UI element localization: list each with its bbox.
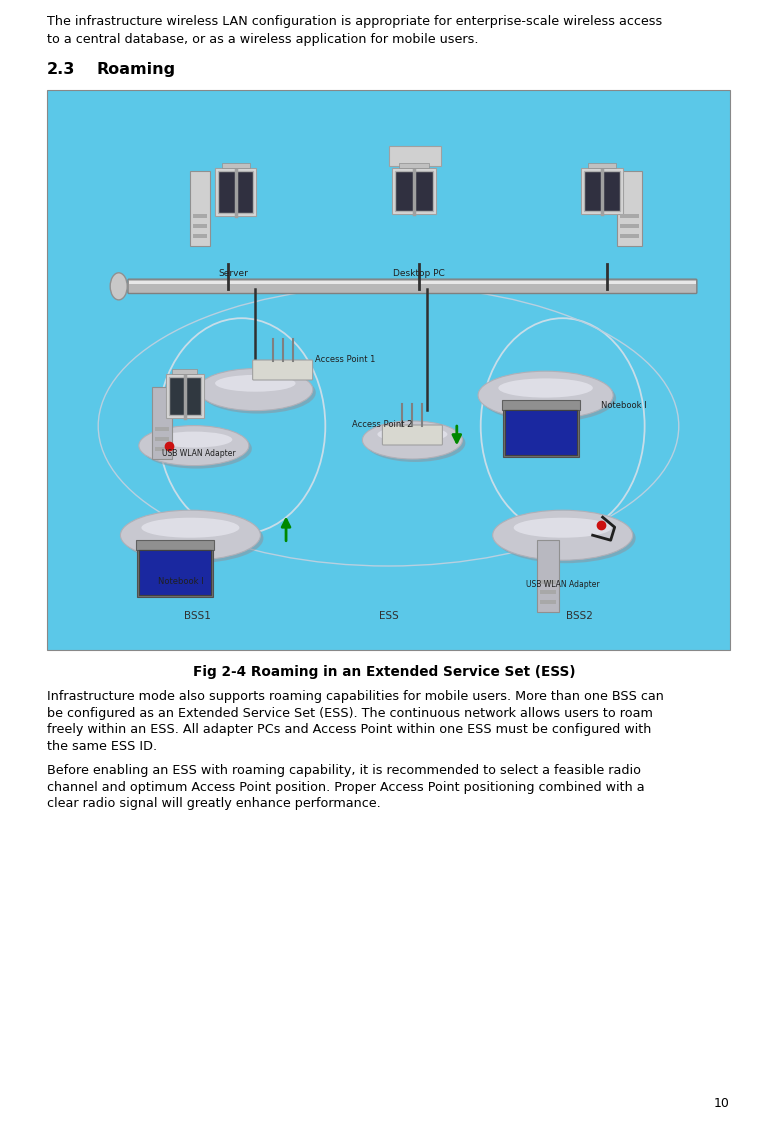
- Bar: [540, 591, 556, 594]
- Bar: [47, 90, 730, 650]
- Bar: [222, 163, 250, 168]
- Ellipse shape: [362, 421, 462, 459]
- FancyBboxPatch shape: [501, 400, 580, 410]
- Ellipse shape: [498, 379, 593, 398]
- Bar: [588, 163, 617, 168]
- Bar: [193, 234, 207, 238]
- FancyBboxPatch shape: [190, 171, 210, 246]
- Ellipse shape: [365, 424, 465, 462]
- FancyBboxPatch shape: [584, 171, 620, 211]
- Ellipse shape: [121, 511, 261, 560]
- Text: Before enabling an ESS with roaming capability, it is recommended to select a fe: Before enabling an ESS with roaming capa…: [47, 764, 641, 777]
- Bar: [193, 214, 207, 219]
- Ellipse shape: [493, 511, 633, 560]
- Ellipse shape: [141, 428, 251, 469]
- FancyBboxPatch shape: [168, 376, 201, 415]
- FancyBboxPatch shape: [537, 540, 558, 612]
- Text: Server: Server: [218, 269, 248, 278]
- Bar: [540, 580, 556, 584]
- Ellipse shape: [124, 513, 264, 564]
- Text: Roaming: Roaming: [97, 62, 176, 77]
- Text: clear radio signal will greatly enhance performance.: clear radio signal will greatly enhance …: [47, 797, 381, 810]
- Bar: [155, 446, 168, 451]
- FancyBboxPatch shape: [581, 168, 623, 214]
- Ellipse shape: [478, 371, 613, 419]
- Bar: [540, 601, 556, 604]
- Text: Access Point 2: Access Point 2: [352, 420, 413, 429]
- Text: channel and optimum Access Point position. Proper Access Point positioning combi: channel and optimum Access Point positio…: [47, 781, 644, 793]
- Text: USB WLAN Adapter: USB WLAN Adapter: [526, 580, 600, 589]
- Text: Desktop PC: Desktop PC: [394, 269, 445, 278]
- FancyBboxPatch shape: [128, 279, 697, 293]
- FancyBboxPatch shape: [253, 360, 313, 380]
- Bar: [620, 214, 638, 219]
- Bar: [193, 224, 207, 228]
- Ellipse shape: [496, 513, 636, 564]
- FancyBboxPatch shape: [392, 168, 436, 214]
- Bar: [620, 224, 638, 228]
- Ellipse shape: [481, 374, 616, 423]
- FancyBboxPatch shape: [503, 410, 578, 456]
- Text: 10: 10: [714, 1097, 730, 1110]
- Ellipse shape: [201, 372, 316, 414]
- Ellipse shape: [198, 369, 313, 410]
- Text: USB WLAN Adapter: USB WLAN Adapter: [162, 449, 235, 458]
- FancyBboxPatch shape: [218, 171, 254, 213]
- Text: ESS: ESS: [378, 612, 398, 621]
- Ellipse shape: [514, 517, 611, 538]
- FancyBboxPatch shape: [151, 387, 171, 459]
- Ellipse shape: [215, 375, 295, 392]
- FancyBboxPatch shape: [395, 171, 433, 211]
- Text: Notebook I: Notebook I: [601, 401, 646, 410]
- Text: Infrastructure mode also supports roaming capabilities for mobile users. More th: Infrastructure mode also supports roamin…: [47, 690, 664, 703]
- FancyBboxPatch shape: [139, 550, 211, 595]
- Bar: [155, 437, 168, 441]
- Text: 2.3: 2.3: [47, 62, 75, 77]
- Text: Access Point 1: Access Point 1: [315, 355, 375, 364]
- Text: freely within an ESS. All adapter PCs and Access Point within one ESS must be co: freely within an ESS. All adapter PCs an…: [47, 724, 651, 736]
- Text: BSS1: BSS1: [184, 612, 211, 621]
- FancyBboxPatch shape: [617, 171, 641, 246]
- Ellipse shape: [141, 517, 239, 538]
- Text: to a central database, or as a wireless application for mobile users.: to a central database, or as a wireless …: [47, 33, 478, 46]
- Ellipse shape: [155, 432, 232, 447]
- FancyBboxPatch shape: [138, 550, 214, 597]
- Bar: [399, 163, 429, 168]
- Ellipse shape: [139, 426, 249, 465]
- Ellipse shape: [110, 273, 127, 300]
- FancyBboxPatch shape: [504, 410, 577, 455]
- Text: the same ESS ID.: the same ESS ID.: [47, 739, 157, 753]
- Ellipse shape: [378, 427, 448, 442]
- Text: The infrastructure wireless LAN configuration is appropriate for enterprise-scal: The infrastructure wireless LAN configur…: [47, 15, 662, 28]
- Text: be configured as an Extended Service Set (ESS). The continuous network allows us: be configured as an Extended Service Set…: [47, 707, 653, 719]
- Bar: [155, 427, 168, 431]
- Bar: [171, 369, 198, 374]
- Bar: [129, 282, 696, 284]
- FancyBboxPatch shape: [389, 147, 441, 166]
- FancyBboxPatch shape: [165, 374, 204, 418]
- Text: BSS2: BSS2: [566, 612, 593, 621]
- FancyBboxPatch shape: [136, 540, 215, 550]
- Bar: [620, 234, 638, 238]
- FancyBboxPatch shape: [382, 425, 442, 445]
- Text: Fig 2-4 Roaming in an Extended Service Set (ESS): Fig 2-4 Roaming in an Extended Service S…: [193, 665, 576, 678]
- FancyBboxPatch shape: [215, 168, 257, 216]
- Text: Notebook I: Notebook I: [158, 577, 203, 586]
